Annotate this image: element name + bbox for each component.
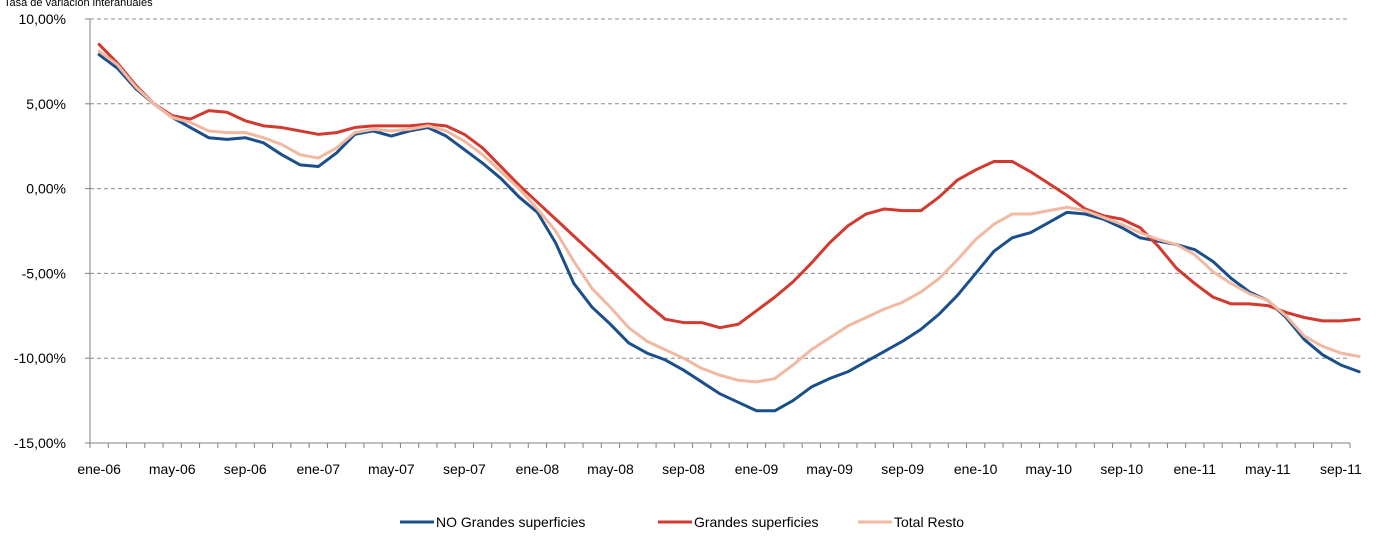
x-tick-label: ene-08 bbox=[516, 461, 560, 477]
x-tick-label: sep-07 bbox=[443, 461, 486, 477]
y-tick-label: 0,00% bbox=[26, 181, 66, 197]
legend-label: Grandes superficies bbox=[694, 514, 819, 530]
x-tick-label: sep-06 bbox=[224, 461, 267, 477]
x-tick-label: ene-10 bbox=[954, 461, 998, 477]
y-tick-label: -5,00% bbox=[22, 265, 66, 281]
y-tick-label: -10,00% bbox=[14, 350, 66, 366]
series-line-3 bbox=[97, 49, 1361, 384]
x-tick-label: ene-06 bbox=[77, 461, 121, 477]
x-tick-label: ene-07 bbox=[296, 461, 340, 477]
series-line-2 bbox=[97, 42, 1361, 330]
y-tick-label: 10,00% bbox=[19, 11, 66, 27]
x-tick-label: may-09 bbox=[806, 461, 853, 477]
gridlines bbox=[90, 18, 1350, 359]
x-tick-label: may-07 bbox=[368, 461, 415, 477]
x-tick-label: sep-09 bbox=[881, 461, 924, 477]
x-tick-label: sep-08 bbox=[662, 461, 705, 477]
legend-label: NO Grandes superficies bbox=[436, 514, 585, 530]
x-tick-label: sep-10 bbox=[1100, 461, 1143, 477]
x-tick-labels: ene-06 may-06 sep-06 ene-07 may-07 sep-07 ene-… bbox=[77, 461, 1362, 477]
series-lines bbox=[97, 42, 1361, 413]
x-tick-label: may-10 bbox=[1025, 461, 1072, 477]
legend-label: Total Resto bbox=[894, 514, 964, 530]
y-axis-label: Tasa de variación interanuales bbox=[4, 0, 153, 9]
x-tick-label: may-11 bbox=[1245, 461, 1291, 477]
axes bbox=[85, 18, 1351, 448]
x-tick-label: ene-11 bbox=[1174, 461, 1217, 477]
x-tick-label: may-08 bbox=[587, 461, 634, 477]
x-tick-label: ene-09 bbox=[735, 461, 779, 477]
legend: NO Grandes superficies Grandes superficie… bbox=[400, 514, 964, 530]
x-tick-label: sep-11 bbox=[1320, 461, 1362, 477]
y-tick-label: 5,00% bbox=[26, 96, 66, 112]
x-tick-label: may-06 bbox=[149, 461, 196, 477]
y-tick-labels: 10,00% 5,00% 0,00% -5,00% -10,00% -15,00% bbox=[14, 11, 66, 451]
series-line-1 bbox=[97, 53, 1361, 413]
y-tick-label: -15,00% bbox=[14, 435, 66, 451]
